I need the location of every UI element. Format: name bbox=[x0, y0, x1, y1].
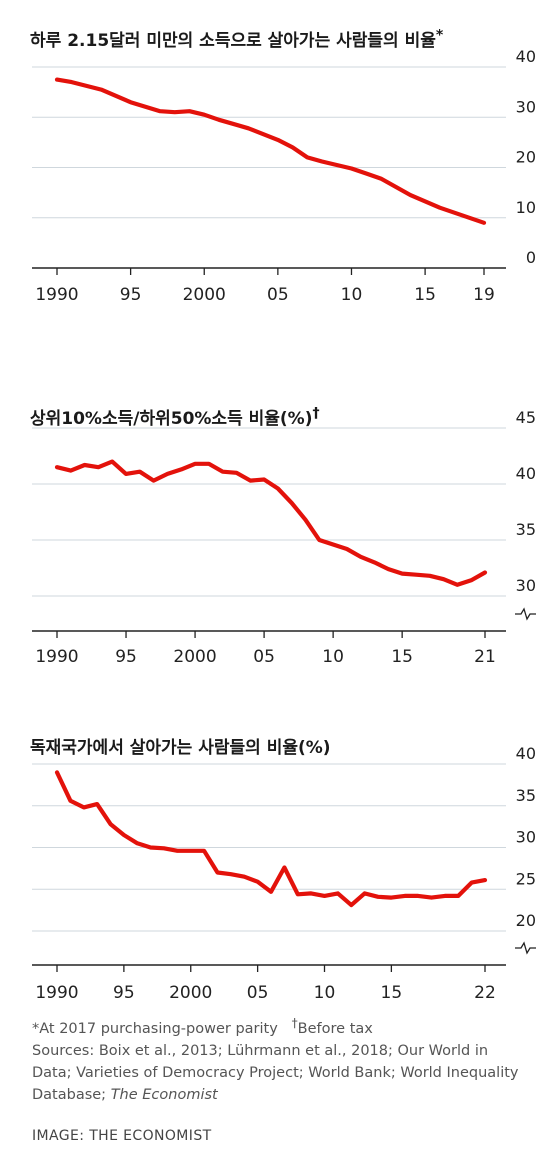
x-tick-label: 15 bbox=[391, 647, 413, 667]
footnote-ppp: *At 2017 purchasing-power parity bbox=[32, 1020, 278, 1037]
y-tick-label: 30 bbox=[516, 828, 536, 847]
series-line bbox=[54, 459, 488, 587]
sources: Sources: Boix et al., 2013; Lührmann et … bbox=[32, 1040, 532, 1106]
x-tick-label: 05 bbox=[247, 983, 269, 1003]
x-tick-label: 10 bbox=[341, 285, 363, 305]
x-tick-label: 2000 bbox=[169, 983, 212, 1003]
chart-title-marker: † bbox=[312, 405, 320, 422]
chart-title-text: 하루 2.15달러 미만의 소득으로 살아가는 사람들의 비율 bbox=[30, 31, 436, 51]
chart-panel-autocracy: 독재국가에서 살아가는 사람들의 비율(%) 20 25 30 35 40 1990 95 2… bbox=[30, 733, 536, 1003]
chart-autocracy: 20 25 30 35 40 1990 95 2000 05 10 15 22 bbox=[32, 744, 536, 1003]
chart-inequality: 30 35 40 45 1990 95 2000 05 10 15 21 bbox=[32, 408, 536, 667]
image-credit: IMAGE: THE ECONOMIST bbox=[32, 1128, 212, 1144]
x-tick-label: 2000 bbox=[173, 647, 216, 667]
x-tick-label: 05 bbox=[253, 647, 275, 667]
chart-title-inequality: 상위10%소득/하위50%소득 비율(%)† bbox=[30, 404, 320, 429]
x-tick-label: 19 bbox=[473, 285, 495, 305]
y-tick-label: 45 bbox=[516, 408, 536, 427]
x-tick-label: 22 bbox=[474, 983, 496, 1003]
y-tick-label: 40 bbox=[516, 47, 536, 66]
y-tick-label: 25 bbox=[516, 869, 536, 888]
x-tick-label: 21 bbox=[474, 647, 496, 667]
y-tick-label: 35 bbox=[516, 786, 536, 805]
x-tick-label: 1990 bbox=[35, 983, 78, 1003]
x-tick-label: 15 bbox=[414, 285, 436, 305]
x-tick-label: 10 bbox=[314, 983, 336, 1003]
x-tick-label: 15 bbox=[381, 983, 403, 1003]
x-tick-label: 05 bbox=[267, 285, 289, 305]
y-tick-label: 35 bbox=[516, 520, 536, 539]
footnote: *At 2017 purchasing-power parity †Before… bbox=[32, 1012, 532, 1106]
chart-title-autocracy: 독재국가에서 살아가는 사람들의 비율(%) bbox=[30, 733, 331, 758]
x-tick-label: 95 bbox=[120, 285, 142, 305]
x-tick-label: 2000 bbox=[183, 285, 226, 305]
chart-title-text: 상위10%소득/하위50%소득 비율(%) bbox=[30, 409, 313, 429]
sources-text: Sources: Boix et al., 2013; Lührmann et … bbox=[32, 1042, 519, 1103]
chart-title-marker: * bbox=[435, 27, 444, 44]
y-tick-label: 40 bbox=[516, 464, 536, 483]
y-tick-label: 0 bbox=[526, 248, 536, 267]
y-tick-label: 20 bbox=[516, 148, 536, 167]
y-tick-label: 30 bbox=[516, 97, 536, 116]
series-line bbox=[54, 770, 488, 908]
y-tick-label: 40 bbox=[516, 744, 536, 763]
series-line bbox=[54, 77, 487, 225]
chart-panel-inequality: 상위10%소득/하위50%소득 비율(%)† 30 35 40 45 1990 95 200… bbox=[30, 404, 536, 667]
axis-break-icon bbox=[515, 941, 536, 955]
y-tick-label: 30 bbox=[516, 576, 536, 595]
chart-panel-poverty: 하루 2.15달러 미만의 소득으로 살아가는 사람들의 비율* 0 10 20 30… bbox=[0, 0, 560, 320]
chart-title-poverty: 하루 2.15달러 미만의 소득으로 살아가는 사람들의 비율* bbox=[30, 26, 443, 51]
footnote-notes: *At 2017 purchasing-power parity †Before… bbox=[32, 1012, 532, 1040]
footnote-dagger: † bbox=[291, 1016, 298, 1030]
sources-economist: The Economist bbox=[110, 1086, 218, 1103]
y-tick-label: 20 bbox=[516, 911, 536, 930]
axis-break-icon bbox=[515, 607, 536, 621]
footnote-before-tax: Before tax bbox=[297, 1020, 373, 1037]
chart-poverty: 0 10 20 30 40 1990 95 2000 05 10 15 19 bbox=[32, 47, 536, 305]
x-tick-label: 1990 bbox=[35, 285, 78, 305]
x-tick-label: 1990 bbox=[35, 647, 78, 667]
chart-title-text: 독재국가에서 살아가는 사람들의 비율(%) bbox=[30, 738, 331, 758]
x-tick-label: 95 bbox=[115, 647, 137, 667]
y-tick-label: 10 bbox=[516, 198, 536, 217]
x-tick-label: 10 bbox=[322, 647, 344, 667]
x-tick-label: 95 bbox=[113, 983, 135, 1003]
